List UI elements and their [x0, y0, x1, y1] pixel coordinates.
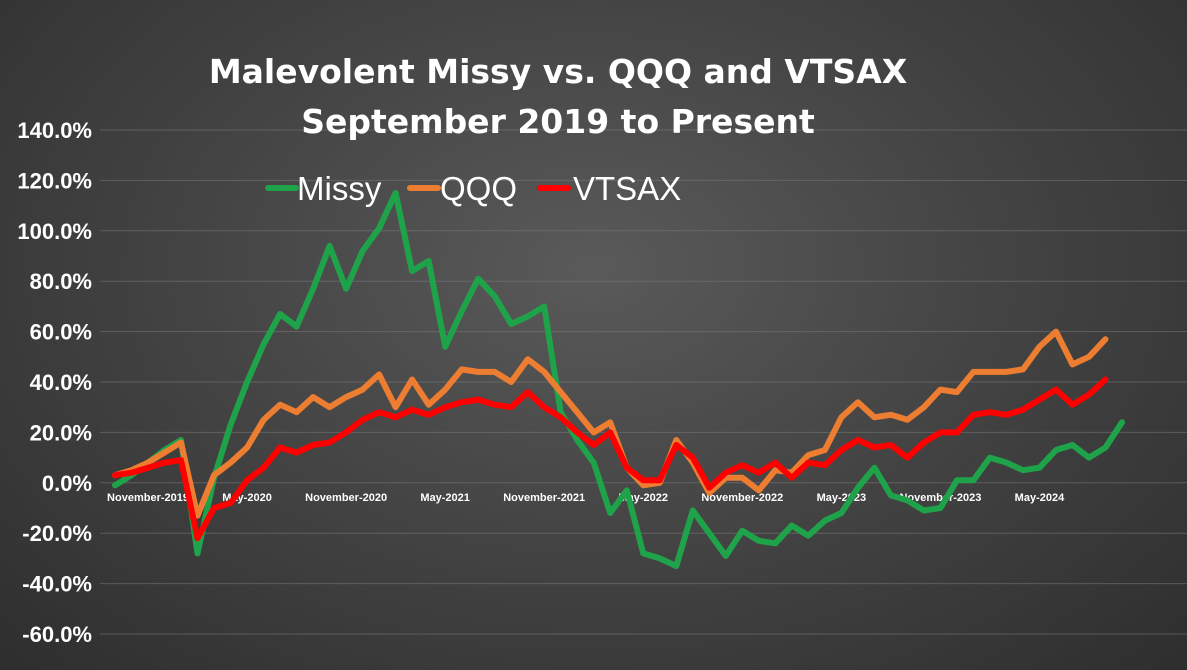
series-lines — [112, 190, 1125, 569]
series-line-missy — [112, 190, 1125, 569]
grid-lines — [100, 129, 1187, 635]
y-tick-label: 60.0% — [30, 320, 92, 345]
x-tick-label: November-2021 — [503, 492, 585, 504]
x-tick-label: November-2022 — [701, 492, 783, 504]
y-tick-label: -20.0% — [22, 521, 92, 546]
y-tick-label: -60.0% — [22, 622, 92, 647]
series-line-vtsax — [112, 376, 1109, 542]
legend: Missy QQQ VTSAX — [265, 170, 681, 207]
legend-label-qqq: QQQ — [440, 170, 517, 207]
y-tick-label: 40.0% — [30, 370, 92, 395]
legend-label-missy: Missy — [297, 170, 382, 207]
y-tick-label: 20.0% — [30, 420, 92, 445]
x-tick-label: November-2023 — [899, 492, 981, 504]
y-tick-label: 0.0% — [42, 471, 92, 496]
y-axis-ticks: 140.0% 120.0% 100.0% 80.0% 60.0% 40.0% 20.0% 0.… — [17, 118, 92, 647]
x-tick-label: May-2024 — [1015, 492, 1065, 504]
x-tick-label: November-2020 — [305, 492, 387, 504]
x-tick-label: May-2023 — [817, 492, 867, 504]
x-tick-label: November-2019 — [107, 492, 189, 504]
x-tick-label: May-2021 — [420, 492, 470, 504]
y-tick-label: 100.0% — [17, 219, 92, 244]
legend-label-vtsax: VTSAX — [573, 170, 681, 207]
chart-title-line-2: September 2019 to Present — [301, 102, 815, 141]
y-tick-label: -40.0% — [22, 572, 92, 597]
x-axis-ticks: November-2019 May-2020 November-2020 May-20… — [107, 492, 1065, 504]
y-tick-label: 140.0% — [17, 118, 92, 143]
chart-title-line-1: Malevolent Missy vs. QQQ and VTSAX — [209, 52, 907, 91]
y-tick-label: 80.0% — [30, 269, 92, 294]
series-line-qqq — [112, 328, 1109, 519]
y-tick-label: 120.0% — [17, 168, 92, 193]
